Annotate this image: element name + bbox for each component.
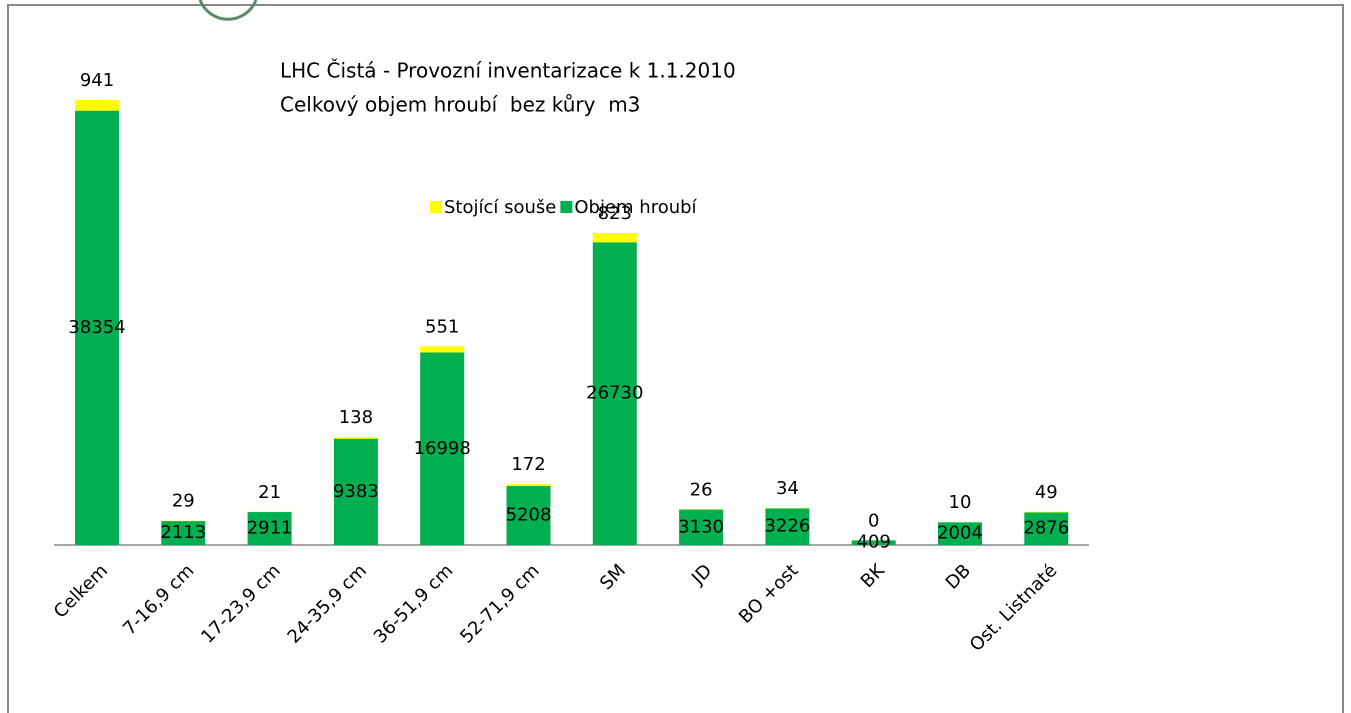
data-label: 34 — [776, 478, 799, 499]
data-label: 49 — [1035, 482, 1058, 503]
data-label: 2911 — [247, 518, 293, 539]
bar-segment — [1024, 511, 1069, 513]
data-label: 29 — [172, 491, 195, 512]
data-label: 3226 — [764, 516, 810, 537]
data-label: 823 — [598, 203, 632, 224]
data-label: 3130 — [678, 516, 724, 537]
chart-subtitle: Celkový objem hroubí bez kůry m3 — [280, 93, 640, 117]
data-label: 5208 — [506, 505, 552, 526]
bar-segment — [161, 521, 206, 545]
data-label: 26730 — [586, 383, 643, 404]
data-label: 16998 — [414, 438, 471, 459]
legend-label: Objem hroubí — [574, 197, 697, 218]
bar-segment — [938, 522, 982, 545]
data-label: 2876 — [1023, 518, 1069, 539]
legend-swatch — [560, 201, 573, 213]
bar-segment — [506, 486, 551, 545]
legend-swatch — [430, 201, 442, 213]
bar-segment — [592, 232, 637, 243]
bar-segment — [765, 508, 810, 545]
data-label: 21 — [258, 482, 281, 503]
bar-segment — [75, 110, 119, 546]
data-label: 138 — [339, 407, 373, 428]
bar-segment — [592, 242, 637, 545]
bar-segment — [506, 484, 551, 487]
data-label: 551 — [425, 316, 459, 337]
bar-segment — [851, 540, 896, 545]
data-label: 2004 — [937, 523, 983, 544]
bar-segment — [75, 100, 119, 111]
data-label: 409 — [857, 532, 891, 553]
logo-fragment — [198, 0, 258, 21]
bar-segment — [679, 509, 724, 545]
data-label: 2113 — [160, 522, 206, 543]
data-label: 38354 — [68, 317, 125, 338]
bar-segment — [1024, 512, 1069, 545]
bar-segment — [247, 512, 292, 545]
bar-segment — [420, 346, 465, 353]
data-label: 0 — [868, 510, 879, 531]
data-label: 10 — [949, 492, 972, 513]
legend-label: Stojící souše — [444, 197, 556, 218]
data-label: 9383 — [333, 481, 379, 502]
chart-frame — [7, 4, 1344, 713]
bar-segment — [333, 438, 378, 545]
data-label: 941 — [80, 70, 114, 91]
data-label: 172 — [511, 454, 545, 475]
data-label: 26 — [690, 479, 713, 500]
bar-segment — [420, 352, 465, 545]
bar-segment — [333, 437, 378, 439]
chart-title: LHC Čistá - Provozní inventarizace k 1.1… — [280, 59, 736, 83]
